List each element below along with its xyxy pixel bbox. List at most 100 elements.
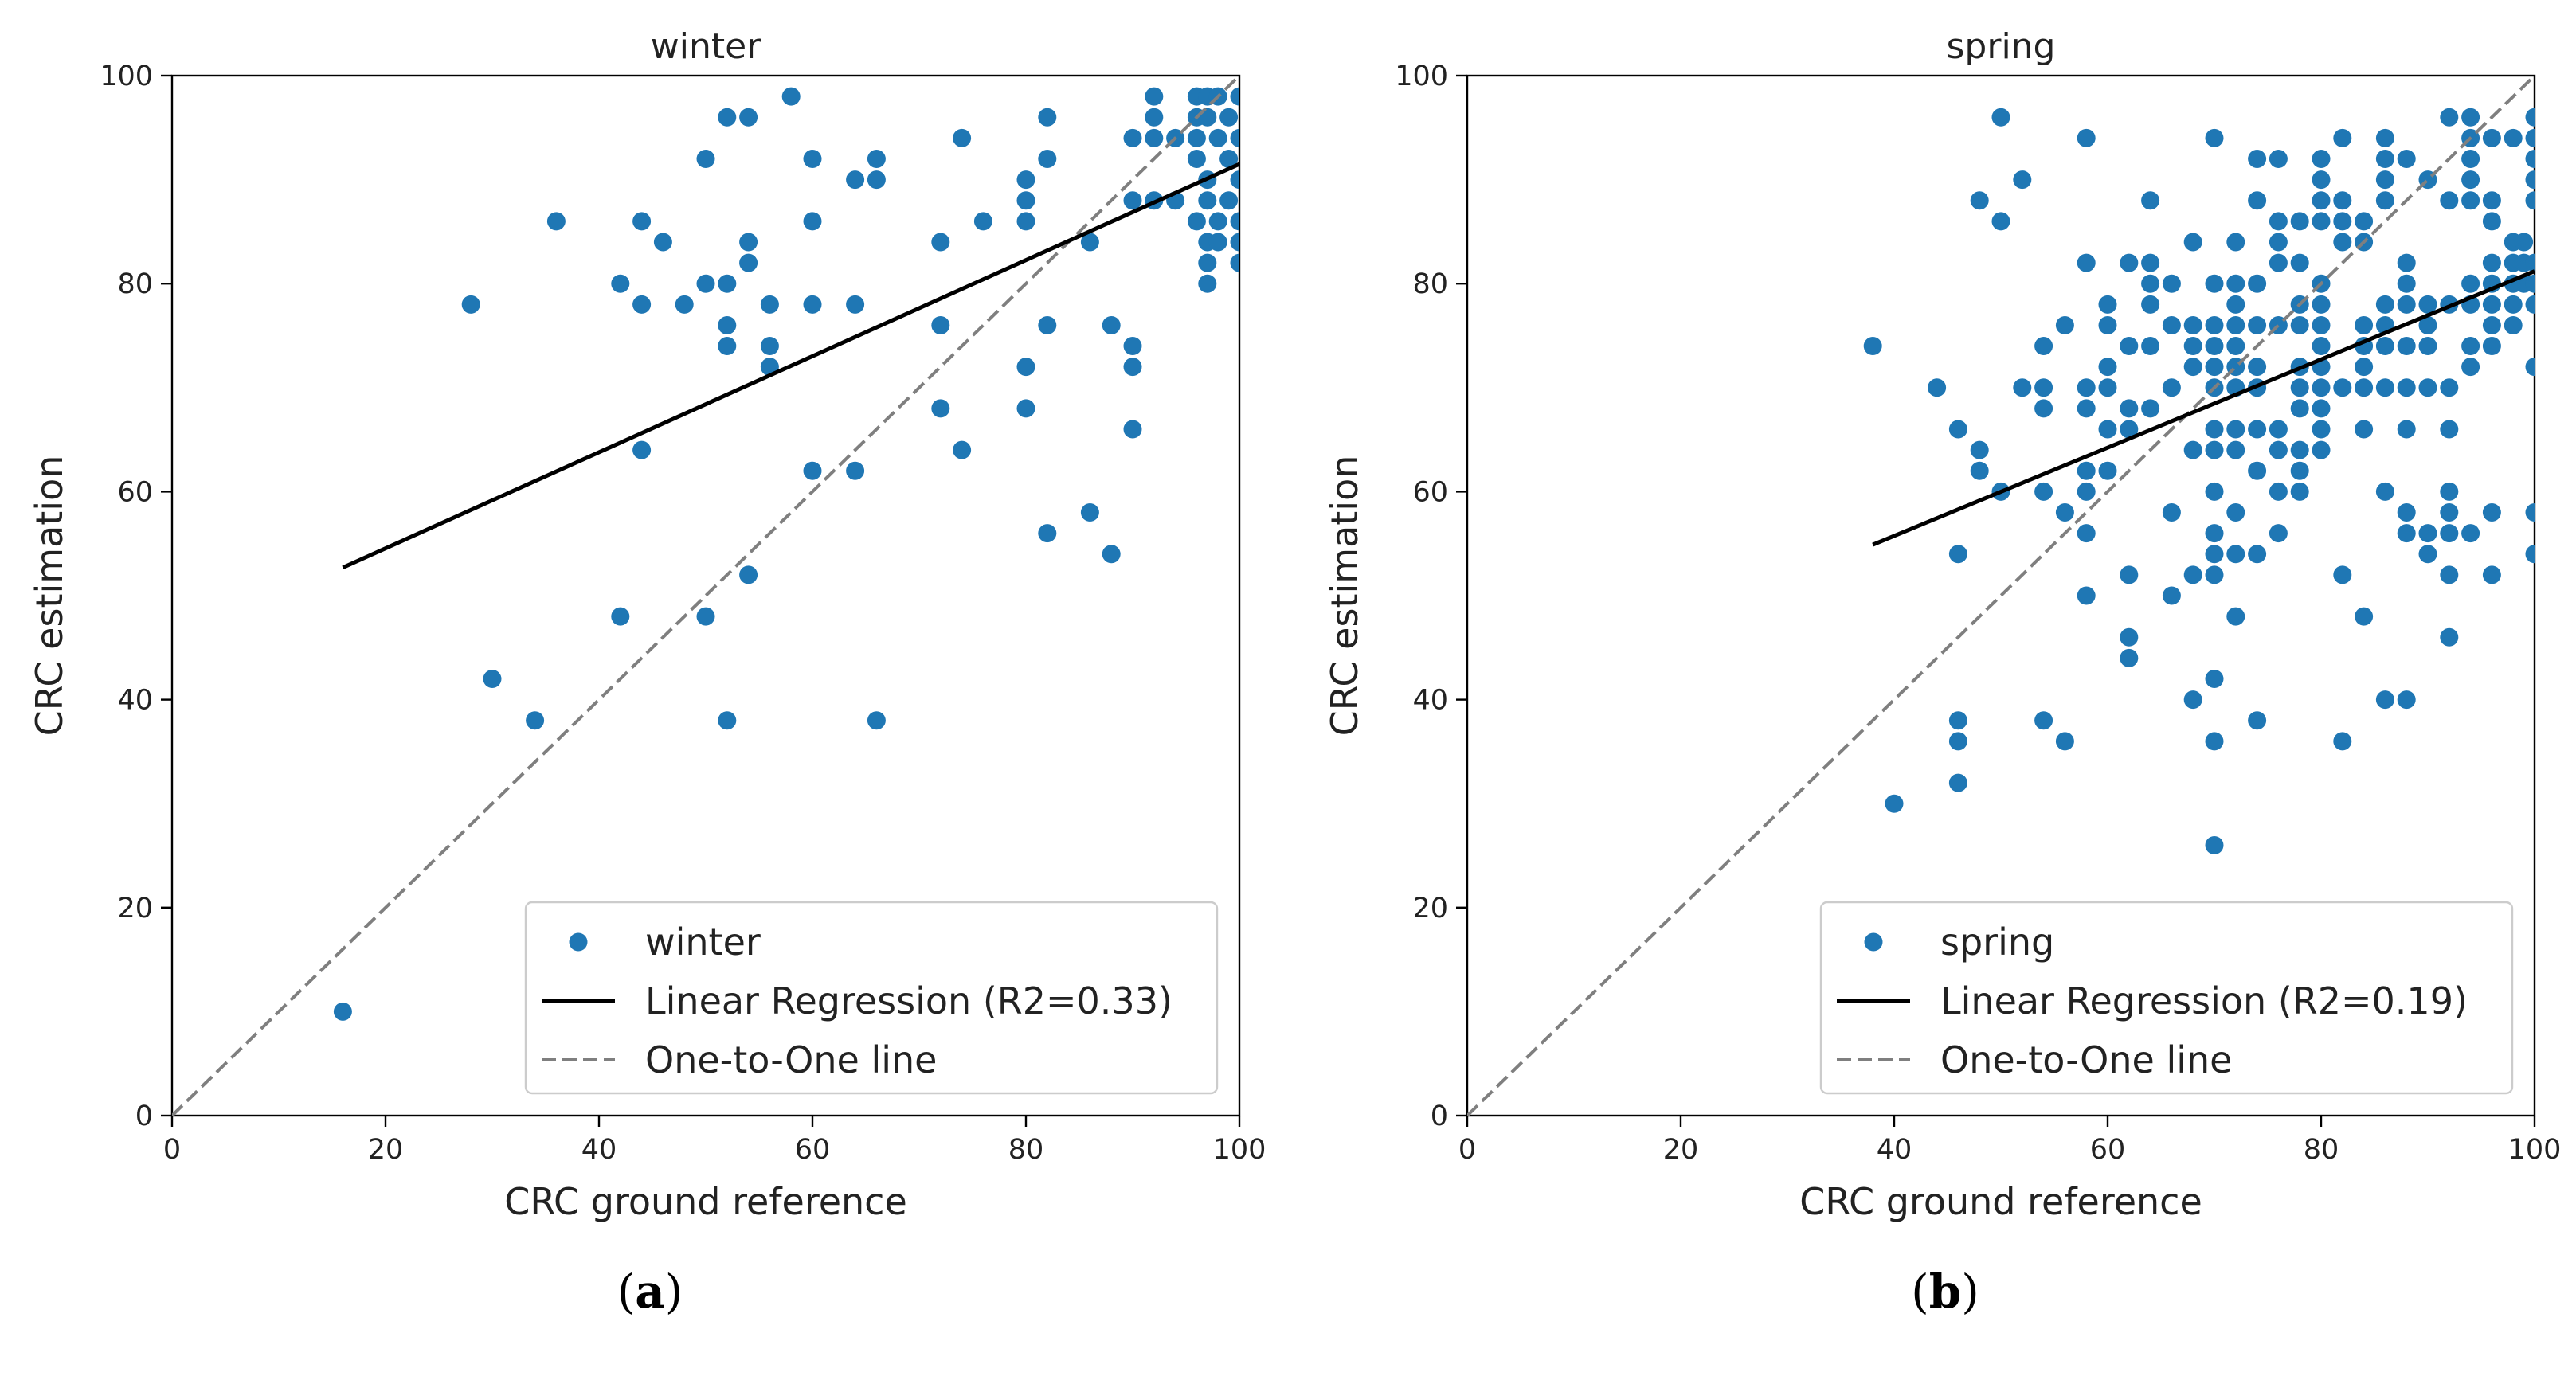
chart-winter-point (953, 128, 972, 147)
chart-winter-point (1016, 399, 1035, 418)
chart-spring-point (2269, 233, 2288, 252)
chart-winter-point (653, 233, 672, 252)
chart-spring-point (2205, 420, 2224, 439)
chart-winter-point (867, 149, 886, 168)
chart-winter-point (760, 337, 779, 356)
chart-winter-legend-marker-points (569, 932, 588, 952)
chart-winter-point (973, 212, 992, 231)
chart-spring-point (2183, 358, 2202, 377)
chart-winter-point (1219, 149, 1239, 168)
chart-spring-point (2525, 149, 2535, 168)
chart-winter-point (526, 711, 545, 730)
chart-winter-ylabel: CRC estimation (28, 455, 71, 737)
chart-spring-point (1991, 108, 2010, 127)
chart-winter-point (1198, 253, 1217, 272)
chart-winter-point (1123, 420, 1142, 439)
chart-winter-point (333, 1002, 352, 1021)
chart-spring-point (2120, 648, 2139, 667)
chart-spring-point (2226, 233, 2245, 252)
chart-winter-point (1038, 524, 1057, 543)
chart-winter-y-tick-label: 40 (117, 685, 153, 717)
chart-spring-point (2098, 378, 2117, 397)
chart-spring-point (2098, 358, 2117, 377)
chart-spring-legend (1819, 901, 2514, 1095)
chart-spring-point (2525, 274, 2535, 293)
chart-spring-point (2269, 440, 2288, 459)
chart-spring-point (2077, 253, 2096, 272)
chart-spring-point (2397, 337, 2416, 356)
chart-winter-point (867, 170, 886, 190)
chart-spring-point (2205, 274, 2224, 293)
chart-spring-point (2248, 315, 2267, 334)
chart-winter-point (739, 253, 758, 272)
chart-winter-point (718, 274, 737, 293)
chart-spring-point (2482, 295, 2501, 314)
chart-spring-point (2525, 128, 2535, 147)
chart-spring-point (2312, 378, 2331, 397)
chart-spring-point (2013, 378, 2032, 397)
chart-winter-point (1198, 191, 1217, 210)
chart-spring-point (2183, 440, 2202, 459)
chart-winter-point (696, 274, 715, 293)
chart-spring-point (2120, 253, 2139, 272)
chart-spring-point (2226, 503, 2245, 522)
chart-spring-point (1885, 794, 1904, 813)
chart-spring-point (2205, 545, 2224, 564)
chart-spring-point (2440, 191, 2459, 210)
chart-winter-point (1016, 191, 1035, 210)
chart-winter-point (1187, 149, 1206, 168)
chart-spring-point (2355, 607, 2374, 626)
chart-spring-point (2525, 253, 2535, 272)
chart-spring-point (2397, 503, 2416, 522)
chart-spring-point (2055, 315, 2074, 334)
chart-spring-point (2205, 669, 2224, 688)
chart-winter-point (1230, 87, 1239, 106)
chart-winter-legend-label: Linear Regression (R2=0.33) (645, 979, 1173, 1022)
chart-winter-point (675, 295, 694, 314)
chart-spring-regression-line (1872, 269, 2535, 547)
chart-spring-point (2375, 170, 2394, 190)
chart-spring-point (1948, 711, 1967, 730)
chart-winter-axes-frame (170, 74, 1241, 1117)
chart-winter-x-tick-label: 60 (795, 1134, 831, 1166)
chart-spring-point (2440, 420, 2459, 439)
chart-winter-point (546, 212, 566, 231)
chart-spring-point (1970, 440, 1989, 459)
chart-spring-point (2440, 524, 2459, 543)
chart-winter-plot-area (172, 76, 1239, 1116)
chart-spring-point (2248, 358, 2267, 377)
chart-spring-point (2375, 690, 2394, 710)
chart-spring-point (2525, 545, 2535, 564)
chart-spring-point (2205, 128, 2224, 147)
chart-spring-x-tick-label: 40 (1877, 1134, 1912, 1166)
chart-winter-point (760, 295, 779, 314)
chart-spring-point (2248, 274, 2267, 293)
chart-spring-point (2418, 337, 2437, 356)
chart-winter-point (1123, 337, 1142, 356)
chart-spring-point (2183, 337, 2202, 356)
chart-winter-point (632, 212, 652, 231)
chart-winter-point (1208, 212, 1227, 231)
chart-spring-point (2205, 835, 2224, 854)
chart-spring-point (2269, 212, 2288, 231)
chart-winter-point (846, 170, 865, 190)
chart-spring-point (2525, 191, 2535, 210)
chart-winter-point (718, 337, 737, 356)
chart-spring-point (1948, 773, 1967, 792)
chart-spring-point (2226, 440, 2245, 459)
chart-spring-point (1991, 212, 2010, 231)
chart-winter-y-tick-label: 0 (135, 1100, 153, 1132)
chart-spring-point (2312, 191, 2331, 210)
chart-spring-point (2290, 399, 2309, 418)
chart-spring-point (2077, 524, 2096, 543)
chart-spring-point (2248, 420, 2267, 439)
chart-spring-point (2226, 607, 2245, 626)
chart-spring-point (2397, 149, 2416, 168)
chart-winter-point (953, 440, 972, 459)
chart-winter-point (846, 295, 865, 314)
chart-spring-point (2248, 711, 2267, 730)
chart-spring-title: spring (1947, 26, 2056, 67)
chart-spring-y-tick-label: 20 (1412, 893, 1448, 925)
chart-spring-point (2333, 565, 2352, 584)
